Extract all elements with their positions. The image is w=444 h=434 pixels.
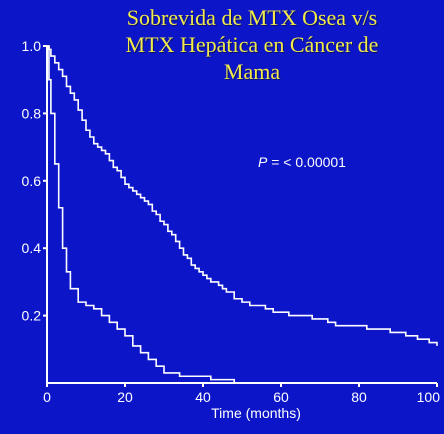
x-tick-label: 100 <box>417 389 441 405</box>
p-value-text: = < 0.00001 <box>267 154 346 170</box>
y-tick-label: 0.2 <box>22 308 42 324</box>
x-tick-label: 60 <box>273 389 289 405</box>
y-tick-label: 0.6 <box>22 173 42 189</box>
x-tick-label: 80 <box>351 389 367 405</box>
survival-curve-upper <box>47 45 438 346</box>
y-tick-label: 0.4 <box>22 240 42 256</box>
y-tick-label: 1.0 <box>22 38 42 54</box>
p-value-annotation: P = < 0.00001 <box>258 154 346 170</box>
x-axis-label: Time (months) <box>211 405 301 421</box>
chart-title-line-2: MTX Hepática en Cáncer de <box>125 32 379 57</box>
survival-curve-lower <box>47 45 235 383</box>
series-lines <box>47 45 438 383</box>
x-tick-label: 0 <box>43 389 51 405</box>
p-value-symbol: P <box>258 154 268 170</box>
chart-title: Sobrevida de MTX Osea v/s MTX Hepática e… <box>60 4 444 85</box>
chart-title-line-3: Mama <box>223 59 281 84</box>
tick-labels: 0.2 0.4 0.6 0.8 1.0 0 20 40 60 80 100 <box>22 38 441 405</box>
y-tick-label: 0.8 <box>22 105 42 121</box>
x-tick-label: 40 <box>195 389 211 405</box>
chart-title-line-1: Sobrevida de MTX Osea v/s <box>126 5 378 30</box>
x-tick-label: 20 <box>117 389 133 405</box>
axes <box>43 45 438 387</box>
